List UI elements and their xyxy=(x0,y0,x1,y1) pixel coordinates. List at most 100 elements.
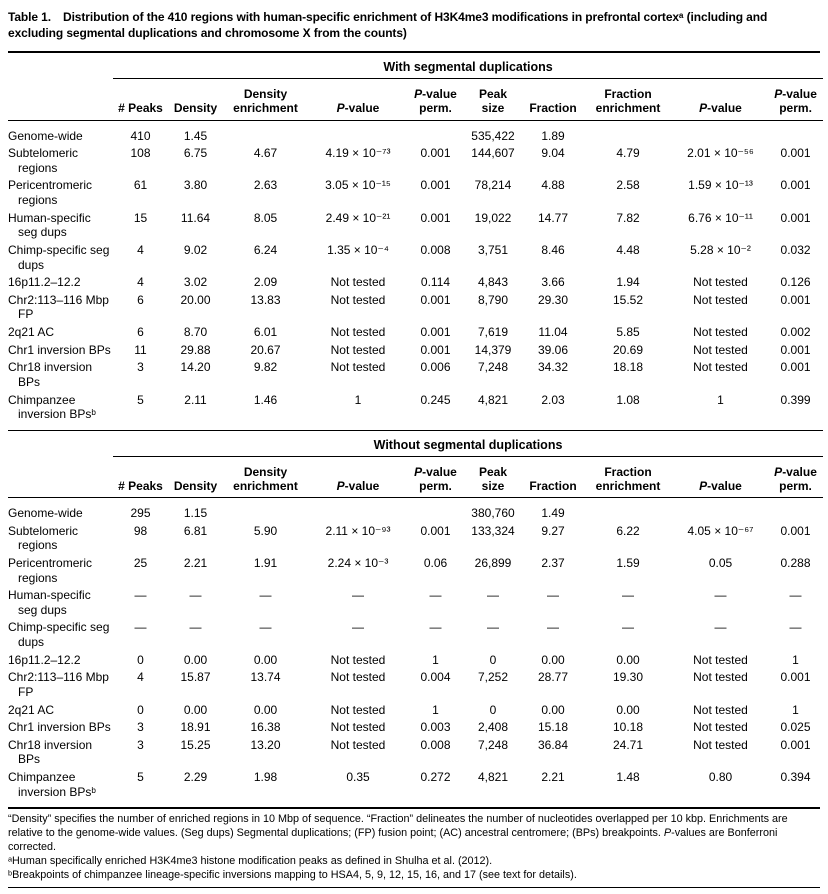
data-cell: 0.001 xyxy=(780,292,811,307)
data-cell: 0.001 xyxy=(420,342,451,357)
data-cell: 144,607 xyxy=(471,146,515,161)
table-row: 16p11.2–12.2 0 0.00 0.00 Not tested 1 0 0.00 0.0… xyxy=(8,651,823,669)
data-cell: — xyxy=(547,620,559,635)
data-cell: 18.91 xyxy=(180,720,211,735)
data-cell: 28.77 xyxy=(537,670,569,685)
row-label: Chr2:113–116 Mbp FP xyxy=(8,292,109,322)
data-cell: 15.52 xyxy=(612,292,644,307)
data-cell: 36.84 xyxy=(537,737,569,752)
row-label: 2q21 AC xyxy=(8,325,55,339)
data-cell: 4,821 xyxy=(477,770,509,785)
data-cell: 380,760 xyxy=(471,506,515,521)
data-cell: 1.89 xyxy=(541,128,565,143)
table-caption: Distribution of the 410 regions with hum… xyxy=(8,10,768,40)
data-cell: 7,248 xyxy=(477,737,509,752)
data-cell xyxy=(223,120,308,145)
data-cell: 108 xyxy=(130,146,151,161)
column-header: Fraction xyxy=(523,456,583,499)
data-cell: 0.001 xyxy=(420,523,451,538)
data-cell: 0.008 xyxy=(420,242,451,257)
data-cell: — xyxy=(622,620,634,635)
data-cell: 8.05 xyxy=(253,210,278,225)
data-cell: Not tested xyxy=(693,275,748,290)
data-cell: — xyxy=(189,620,202,635)
data-cell: — xyxy=(487,620,499,635)
section-heading-row: With segmental duplications xyxy=(8,53,824,80)
data-cell: 1.59 xyxy=(616,555,640,570)
data-cell: 5.90 xyxy=(253,523,278,538)
data-cell: 2.01 × 10⁻⁵⁶ xyxy=(687,146,754,161)
table-row: Chimpanzee inversion BPsᵇ 5 2.11 1.46 1 0.245… xyxy=(8,391,823,430)
data-cell: 6 xyxy=(137,325,144,339)
data-cell: 0.001 xyxy=(780,737,811,752)
table-row: Chr2:113–116 Mbp FP 6 20.00 13.83 Not tested… xyxy=(8,291,823,323)
top-rule xyxy=(8,51,820,54)
row-label: Chr2:113–116 Mbp FP xyxy=(8,670,109,699)
data-cell: 4 xyxy=(137,275,144,290)
data-cell: 535,422 xyxy=(471,128,515,143)
data-cell: 15 xyxy=(133,210,148,225)
data-cell: 0.80 xyxy=(708,770,733,785)
data-cell xyxy=(673,120,768,145)
table-row: Genome-wide 295 1.15 380,760 1.49 xyxy=(8,498,823,523)
column-header: Peak size xyxy=(463,78,523,121)
data-cell: Not tested xyxy=(330,342,386,357)
column-header: P-value xyxy=(673,456,768,499)
data-cell: 1 xyxy=(717,392,724,407)
data-cell: 2.24 × 10⁻³ xyxy=(327,555,389,570)
data-cell: — xyxy=(789,620,802,635)
row-label-header xyxy=(8,456,113,499)
column-header: # Peaks xyxy=(113,456,168,499)
data-cell: 29.30 xyxy=(537,292,569,307)
data-cell: — xyxy=(714,620,727,635)
data-cell: Not tested xyxy=(693,342,748,357)
data-cell: — xyxy=(352,588,364,603)
table-row: Chimp-specific seg dups — — — — — — — — — — xyxy=(8,619,823,651)
column-header: P-value xyxy=(308,78,408,121)
data-cell: 0.003 xyxy=(420,720,451,735)
data-cell: Not tested xyxy=(330,292,386,307)
column-header: P-value perm. xyxy=(408,456,463,499)
column-header: P-value perm. xyxy=(408,78,463,121)
data-cell: 6 xyxy=(137,292,144,307)
results-table-with-segdups: With segmental duplications # Peaks Densit… xyxy=(8,53,824,430)
column-header: P-value perm. xyxy=(768,78,824,121)
column-header-row: # Peaks Density Density enrichment P-value P… xyxy=(8,78,824,121)
data-cell: 26,899 xyxy=(474,555,512,570)
data-cell: 1.91 xyxy=(253,555,278,570)
data-cell: 78,214 xyxy=(474,178,512,193)
data-cell: 0.001 xyxy=(420,210,451,225)
data-cell: 6.01 xyxy=(253,325,278,339)
data-cell: — xyxy=(189,588,202,603)
data-cell: Not tested xyxy=(330,737,386,752)
row-label: Chimp-specific seg dups xyxy=(8,620,110,650)
data-cell: 1.46 xyxy=(253,392,278,407)
data-cell: 0.126 xyxy=(780,275,811,290)
data-cell: 2.21 xyxy=(183,555,208,570)
row-label: Chr18 inversion BPs xyxy=(8,737,93,767)
table-row: 2q21 AC 6 8.70 6.01 Not tested 0.001 7,619 11.0… xyxy=(8,324,823,342)
column-header: Fraction enrichment xyxy=(583,78,673,121)
table-row: Chimpanzee inversion BPsᵇ 5 2.29 1.98 0.35 0.… xyxy=(8,769,823,808)
column-header: # Peaks xyxy=(113,78,168,121)
footnotes: “Density” specifies the number of enrich… xyxy=(8,813,820,882)
table-row: Human-specific seg dups — — — — — — — — — — xyxy=(8,587,823,619)
data-cell: 0.002 xyxy=(780,325,811,339)
data-cell: 6.75 xyxy=(183,146,208,161)
data-cell: 9.27 xyxy=(541,523,565,538)
data-cell: 1.49 xyxy=(541,506,565,521)
data-cell: 0 xyxy=(489,652,497,667)
data-cell: — xyxy=(259,620,272,635)
data-cell: 1.15 xyxy=(183,506,208,521)
data-cell: 18.18 xyxy=(612,360,644,375)
data-cell: 19.30 xyxy=(612,670,644,685)
data-cell xyxy=(768,120,823,145)
data-cell: 0.399 xyxy=(780,392,811,407)
data-cell: 2.49 × 10⁻²¹ xyxy=(325,210,391,225)
data-cell: 13.74 xyxy=(250,670,281,685)
data-cell: 0.00 xyxy=(253,652,278,667)
data-cell: — xyxy=(547,588,559,603)
table-row: Chimp-specific seg dups 4 9.02 6.24 1.35 × 1… xyxy=(8,241,823,273)
data-cell: 1.35 × 10⁻⁴ xyxy=(327,242,389,257)
